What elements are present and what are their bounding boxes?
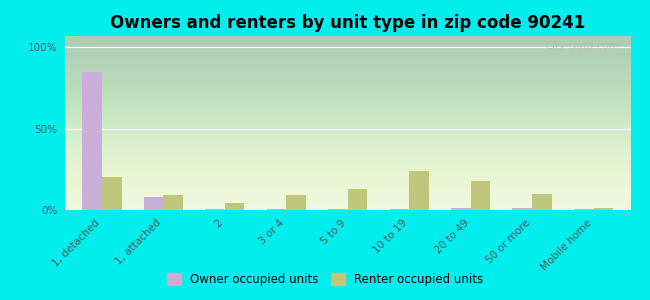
- Bar: [144, 197, 163, 210]
- Bar: [471, 181, 490, 210]
- Bar: [410, 171, 429, 210]
- Bar: [593, 208, 614, 210]
- Bar: [286, 195, 306, 210]
- Bar: [532, 194, 552, 210]
- Text: City-Data.com: City-Data.com: [545, 41, 619, 51]
- Bar: [348, 189, 367, 210]
- Bar: [163, 195, 183, 210]
- Legend: Owner occupied units, Renter occupied units: Owner occupied units, Renter occupied un…: [162, 268, 488, 291]
- Bar: [389, 209, 410, 210]
- Bar: [328, 209, 348, 210]
- Bar: [82, 72, 102, 210]
- Bar: [102, 178, 122, 210]
- Bar: [225, 203, 244, 210]
- Bar: [451, 208, 471, 210]
- Bar: [512, 208, 532, 210]
- Title: Owners and renters by unit type in zip code 90241: Owners and renters by unit type in zip c…: [110, 14, 586, 32]
- Bar: [266, 209, 286, 210]
- Bar: [205, 209, 225, 210]
- Bar: [574, 209, 593, 210]
